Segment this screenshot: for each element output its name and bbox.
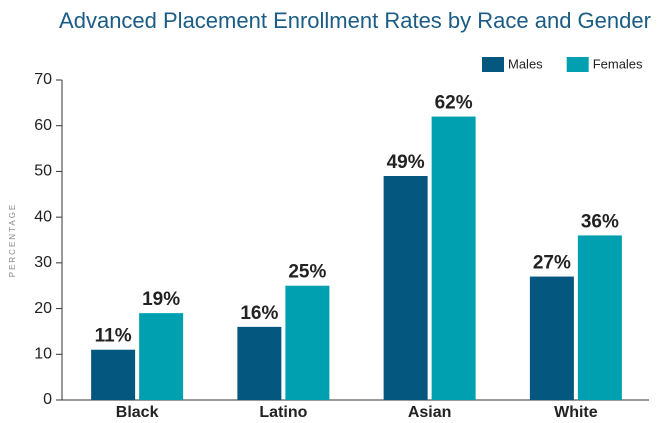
bar [383,176,428,400]
value-label: 25% [288,262,326,283]
y-tick-label: 50 [34,163,52,180]
y-tick-label: 70 [34,71,52,88]
y-axis-label: PERCENTAGE [8,203,17,278]
legend-label: Males [508,56,543,71]
x-tick-label: Asian [408,404,452,421]
x-tick-label: Black [116,404,159,421]
bar [285,285,330,400]
y-tick-label: 30 [34,254,52,271]
value-label: 27% [533,253,571,274]
y-tick-label: 10 [34,346,52,363]
bar [431,116,476,401]
legend-swatch [566,57,589,72]
value-label: 16% [240,303,278,324]
bar [91,349,136,400]
legend-label: Females [593,56,643,71]
bar [577,235,622,400]
value-label: 49% [387,152,425,173]
y-tick-label: 0 [43,391,52,408]
legend-swatch [482,57,504,72]
value-label: 11% [95,326,132,347]
y-tick-label: 60 [34,117,52,134]
bar [237,326,282,400]
x-tick-label: Latino [259,404,307,421]
bar [139,313,184,400]
bar [529,276,574,400]
x-tick-label: White [554,404,598,421]
value-label: 62% [435,93,473,114]
chart-title: Advanced Placement Enrollment Rates by R… [59,8,651,33]
value-label: 36% [581,211,619,232]
value-label: 19% [142,289,180,310]
y-tick-label: 20 [34,300,52,317]
y-tick-label: 40 [34,208,52,225]
